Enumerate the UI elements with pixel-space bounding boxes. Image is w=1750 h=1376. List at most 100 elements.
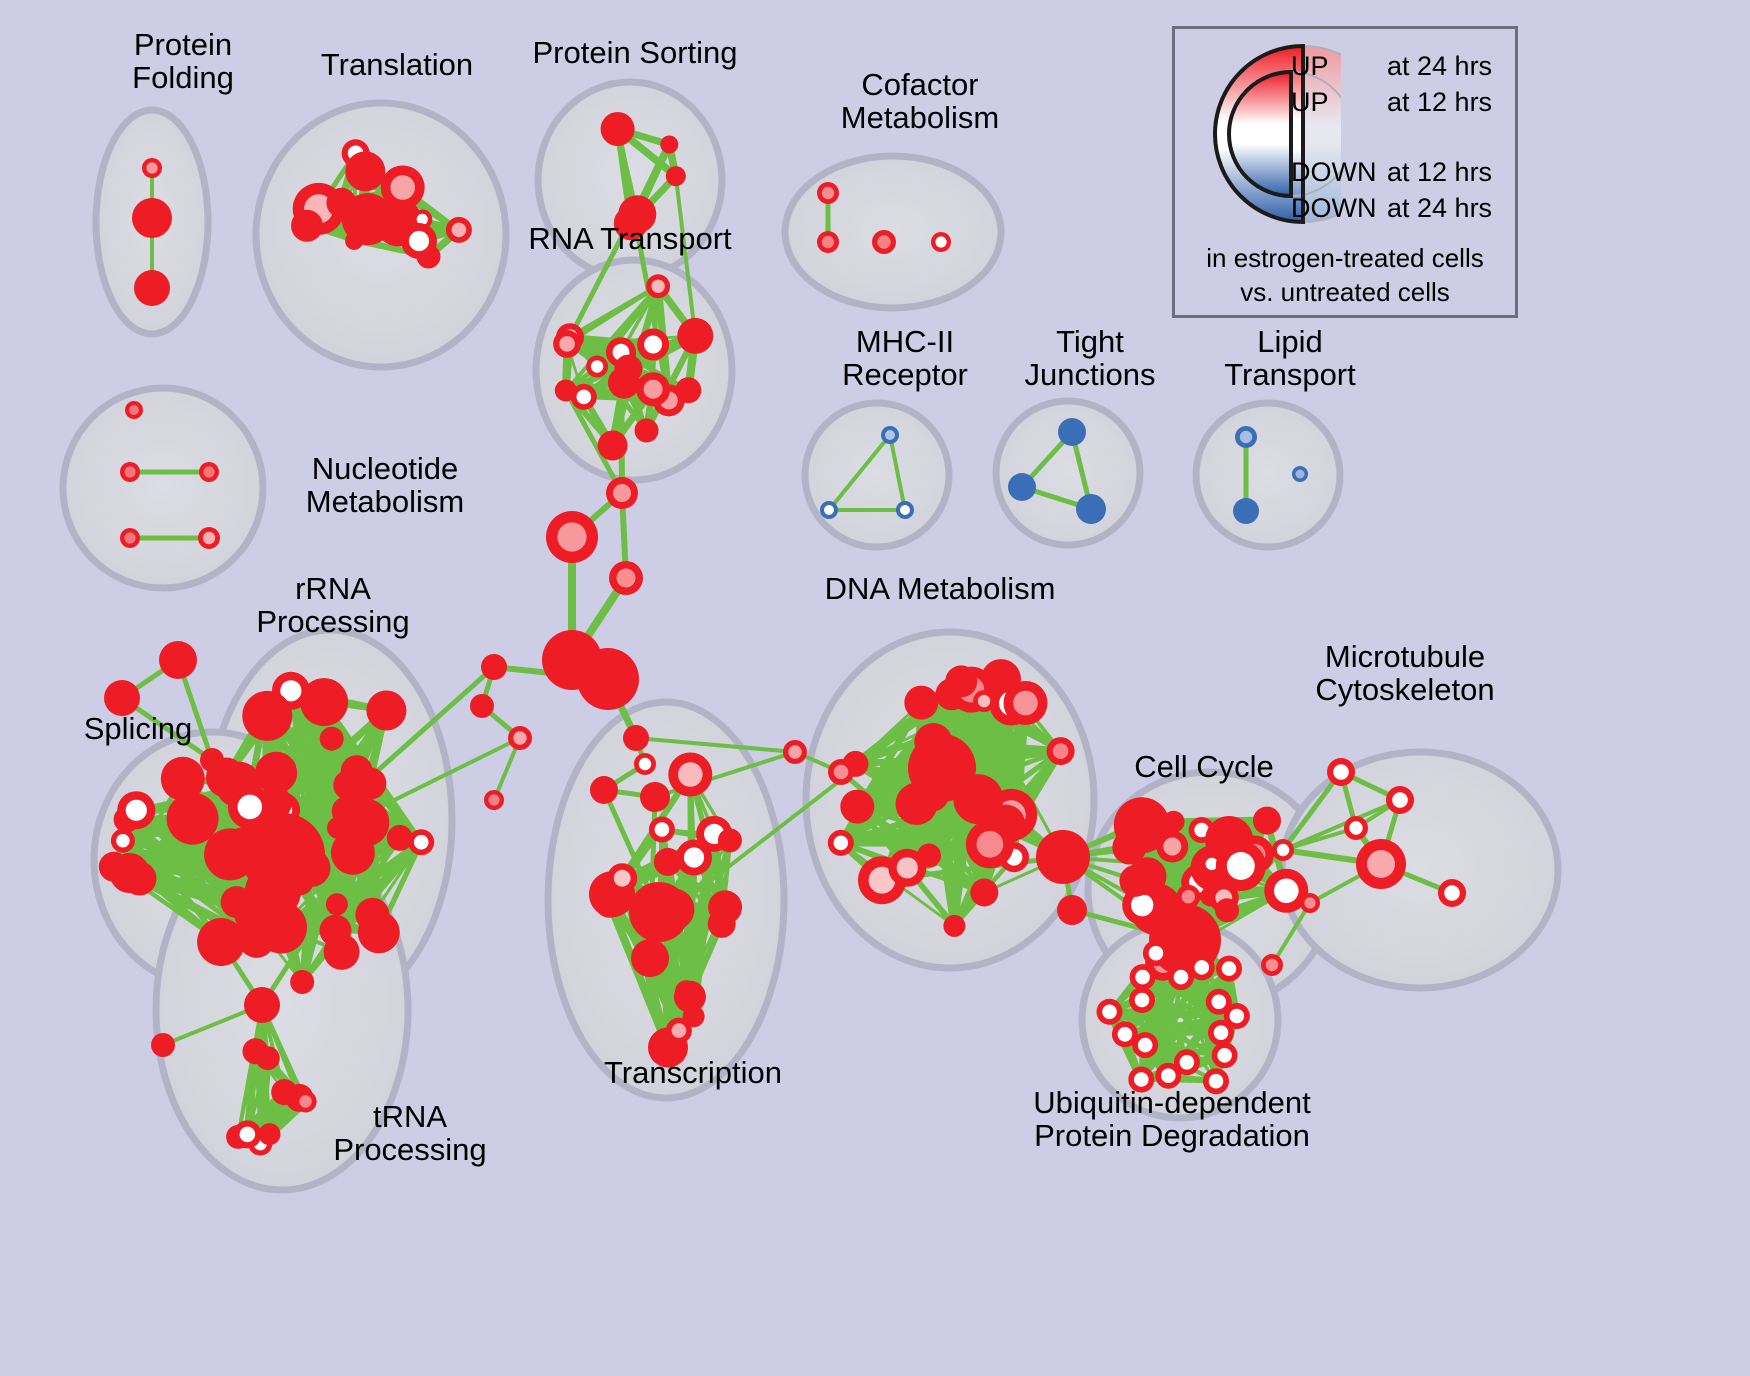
- network-node[interactable]: [271, 1079, 298, 1106]
- network-node[interactable]: [917, 843, 941, 868]
- network-node[interactable]: [1211, 1042, 1238, 1069]
- network-node[interactable]: [1205, 988, 1232, 1015]
- network-node[interactable]: [904, 685, 939, 720]
- network-node[interactable]: [1188, 954, 1215, 981]
- network-node[interactable]: [325, 893, 348, 916]
- network-node[interactable]: [134, 270, 170, 306]
- network-node[interactable]: [1216, 955, 1242, 982]
- network-node[interactable]: [386, 824, 413, 851]
- network-node[interactable]: [640, 782, 670, 812]
- network-node[interactable]: [98, 851, 129, 882]
- network-node[interactable]: [646, 274, 671, 299]
- network-node[interactable]: [1008, 473, 1036, 501]
- network-node[interactable]: [965, 820, 1014, 869]
- network-node[interactable]: [634, 418, 659, 443]
- network-node[interactable]: [291, 209, 323, 242]
- network-node[interactable]: [570, 383, 597, 410]
- network-node[interactable]: [341, 798, 390, 847]
- network-node[interactable]: [554, 379, 577, 402]
- network-node[interactable]: [1208, 1019, 1234, 1046]
- network-node[interactable]: [300, 678, 349, 727]
- network-node[interactable]: [608, 366, 640, 399]
- network-node[interactable]: [1264, 868, 1309, 913]
- network-node[interactable]: [1057, 895, 1087, 925]
- network-node[interactable]: [827, 829, 854, 856]
- network-node[interactable]: [1292, 466, 1308, 482]
- network-node[interactable]: [607, 863, 638, 894]
- network-node[interactable]: [1046, 737, 1075, 766]
- network-node[interactable]: [508, 726, 532, 750]
- network-node[interactable]: [707, 909, 736, 938]
- network-node[interactable]: [197, 918, 246, 966]
- network-node[interactable]: [943, 914, 966, 937]
- network-node[interactable]: [319, 914, 352, 947]
- network-node[interactable]: [319, 726, 344, 751]
- network-node[interactable]: [840, 789, 875, 824]
- network-node[interactable]: [1132, 1032, 1159, 1059]
- network-node[interactable]: [945, 665, 978, 698]
- network-node[interactable]: [132, 198, 172, 238]
- network-node[interactable]: [673, 980, 706, 1013]
- network-node[interactable]: [600, 112, 635, 146]
- network-node[interactable]: [294, 1090, 317, 1113]
- network-node[interactable]: [357, 911, 400, 954]
- network-node[interactable]: [401, 223, 437, 259]
- network-node[interactable]: [1261, 954, 1283, 976]
- network-node[interactable]: [1128, 857, 1167, 896]
- network-node[interactable]: [881, 426, 899, 444]
- network-node[interactable]: [380, 165, 425, 210]
- network-node[interactable]: [665, 1017, 692, 1044]
- network-node[interactable]: [110, 828, 135, 853]
- network-node[interactable]: [198, 527, 220, 549]
- network-node[interactable]: [1327, 758, 1355, 786]
- network-node[interactable]: [609, 561, 643, 595]
- network-node[interactable]: [1129, 964, 1156, 991]
- network-node[interactable]: [1173, 1049, 1200, 1076]
- network-node[interactable]: [445, 216, 472, 243]
- network-node[interactable]: [242, 690, 293, 741]
- network-node[interactable]: [227, 784, 272, 829]
- network-node[interactable]: [872, 230, 896, 254]
- network-node[interactable]: [199, 462, 219, 482]
- network-node[interactable]: [908, 734, 976, 802]
- network-node[interactable]: [1438, 879, 1466, 907]
- network-node[interactable]: [660, 135, 679, 154]
- network-node[interactable]: [1233, 498, 1259, 524]
- network-node[interactable]: [653, 847, 682, 876]
- network-node[interactable]: [258, 1123, 281, 1146]
- network-node[interactable]: [1155, 1062, 1182, 1089]
- network-node[interactable]: [125, 401, 143, 419]
- network-node[interactable]: [973, 690, 996, 713]
- network-node[interactable]: [244, 987, 280, 1023]
- network-node[interactable]: [205, 757, 246, 798]
- network-node[interactable]: [159, 641, 197, 679]
- network-node[interactable]: [577, 648, 639, 710]
- network-node[interactable]: [1111, 1021, 1138, 1048]
- network-node[interactable]: [1344, 816, 1368, 840]
- network-node[interactable]: [290, 970, 315, 994]
- network-node[interactable]: [234, 900, 262, 929]
- network-node[interactable]: [160, 756, 205, 801]
- network-node[interactable]: [717, 828, 742, 853]
- network-node[interactable]: [682, 1005, 705, 1028]
- network-node[interactable]: [255, 751, 298, 794]
- network-node[interactable]: [151, 1033, 175, 1057]
- network-node[interactable]: [888, 848, 927, 887]
- network-node[interactable]: [970, 878, 999, 907]
- network-node[interactable]: [117, 791, 156, 830]
- network-node[interactable]: [590, 776, 618, 804]
- network-node[interactable]: [470, 694, 494, 718]
- network-node[interactable]: [366, 690, 407, 731]
- network-node[interactable]: [1096, 998, 1123, 1025]
- network-node[interactable]: [820, 501, 838, 519]
- network-node[interactable]: [783, 740, 807, 764]
- network-node[interactable]: [648, 816, 675, 843]
- network-node[interactable]: [120, 528, 140, 548]
- network-node[interactable]: [613, 206, 648, 241]
- network-node[interactable]: [817, 182, 839, 204]
- network-node[interactable]: [1128, 1066, 1155, 1093]
- network-node[interactable]: [1176, 884, 1201, 909]
- network-node[interactable]: [233, 1120, 262, 1149]
- network-node[interactable]: [1036, 830, 1090, 884]
- network-node[interactable]: [1300, 893, 1320, 913]
